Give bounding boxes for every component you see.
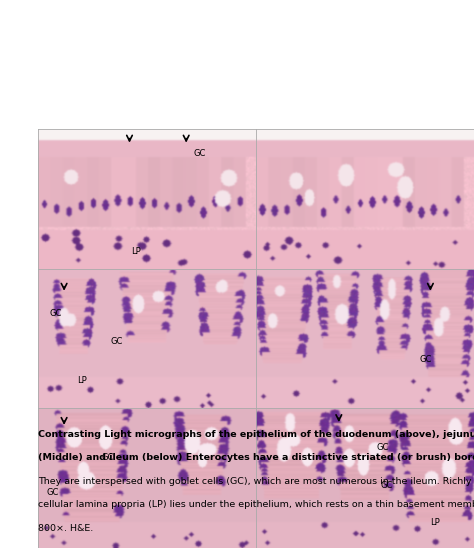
Text: LP: LP <box>430 518 439 527</box>
Text: GC: GC <box>47 488 59 496</box>
Text: GC: GC <box>110 336 123 346</box>
Text: (Middle) and ileum (below) Enterocytes have a distinctive striated (or brush) bo: (Middle) and ileum (below) Enterocytes h… <box>38 453 474 463</box>
Text: Contrasting Light micrographs of the epithelium of the duodenum (above), jejunum: Contrasting Light micrographs of the epi… <box>38 430 474 439</box>
Text: GC: GC <box>193 150 205 158</box>
Text: GC: GC <box>376 443 389 452</box>
Text: LP: LP <box>77 376 86 385</box>
Text: cellular lamina propria (LP) lies under the epithelium, which rests on a thin ba: cellular lamina propria (LP) lies under … <box>38 500 474 510</box>
Text: 800×. H&E.: 800×. H&E. <box>38 524 93 533</box>
Text: GC: GC <box>101 453 114 461</box>
Text: LP: LP <box>131 247 141 256</box>
Text: GC: GC <box>381 481 393 489</box>
Text: GC: GC <box>420 355 432 364</box>
Text: GC: GC <box>49 309 62 318</box>
Text: They are interspersed with goblet cells (GC), which are most numerous in the ile: They are interspersed with goblet cells … <box>38 477 472 486</box>
